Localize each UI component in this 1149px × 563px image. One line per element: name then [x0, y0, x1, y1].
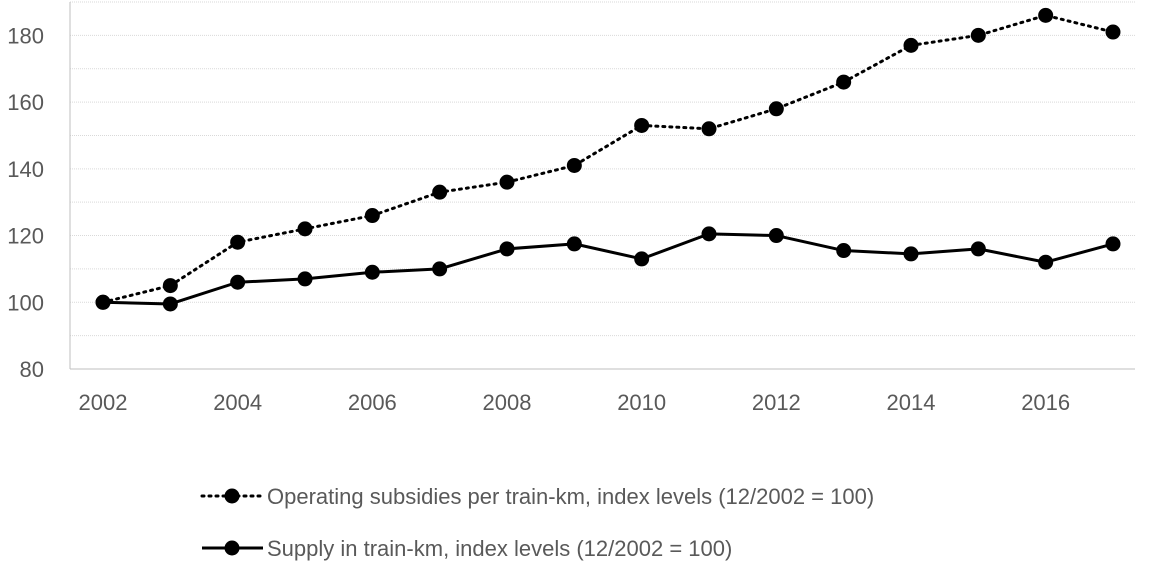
data-point [230, 274, 246, 290]
data-point [1038, 7, 1054, 23]
data-point [499, 241, 515, 257]
data-point [230, 234, 246, 250]
data-point [95, 294, 111, 310]
data-point [970, 27, 986, 43]
legend-marker [224, 540, 240, 556]
legend-label: Operating subsidies per train-km, index … [267, 484, 874, 509]
y-tick-label: 160 [7, 90, 44, 115]
data-point [836, 74, 852, 90]
data-point [162, 296, 178, 312]
data-point [903, 37, 919, 53]
series-lines [95, 7, 1121, 312]
data-point [566, 236, 582, 252]
data-point [432, 261, 448, 277]
x-tick-label: 2014 [887, 390, 936, 415]
data-point [1105, 236, 1121, 252]
data-point [162, 278, 178, 294]
data-point [566, 157, 582, 173]
x-tick-label: 2008 [483, 390, 532, 415]
y-tick-labels: 80 100 120 140 160 180 [7, 23, 44, 382]
x-tick-label: 2002 [79, 390, 128, 415]
x-tick-label: 2010 [617, 390, 666, 415]
data-point [364, 208, 380, 224]
x-tick-label: 2006 [348, 390, 397, 415]
data-point [768, 101, 784, 117]
y-tick-label: 100 [7, 290, 44, 315]
legend: Operating subsidies per train-km, index … [200, 484, 874, 561]
legend-item: Operating subsidies per train-km, index … [200, 484, 874, 509]
data-point [499, 174, 515, 190]
y-tick-label: 180 [7, 23, 44, 48]
y-tick-label: 120 [7, 224, 44, 249]
y-tick-label: 140 [7, 157, 44, 182]
data-point [432, 184, 448, 200]
x-tick-label: 2012 [752, 390, 801, 415]
data-point [1038, 254, 1054, 270]
data-point [364, 264, 380, 280]
series-line-1 [102, 232, 1114, 306]
legend-label: Supply in train-km, index levels (12/200… [267, 536, 732, 561]
data-point [297, 221, 313, 237]
x-tick-label: 2004 [213, 390, 262, 415]
data-point [970, 241, 986, 257]
series-line-0 [101, 13, 1115, 304]
axes [69, 2, 1135, 370]
x-tick-labels: 2002 2004 2006 2008 2010 2012 2014 2016 [79, 390, 1071, 415]
data-point [701, 121, 717, 137]
legend-item: Supply in train-km, index levels (12/200… [202, 536, 732, 561]
data-point [903, 246, 919, 262]
data-point [768, 228, 784, 244]
legend-marker [224, 488, 240, 504]
grid-lines [70, 1, 1135, 337]
y-tick-label: 80 [20, 357, 44, 382]
data-point [297, 271, 313, 287]
x-tick-label: 2016 [1021, 390, 1070, 415]
data-point [836, 243, 852, 259]
data-point [701, 226, 717, 242]
data-point [1105, 24, 1121, 40]
data-point [634, 117, 650, 133]
data-point [634, 251, 650, 267]
